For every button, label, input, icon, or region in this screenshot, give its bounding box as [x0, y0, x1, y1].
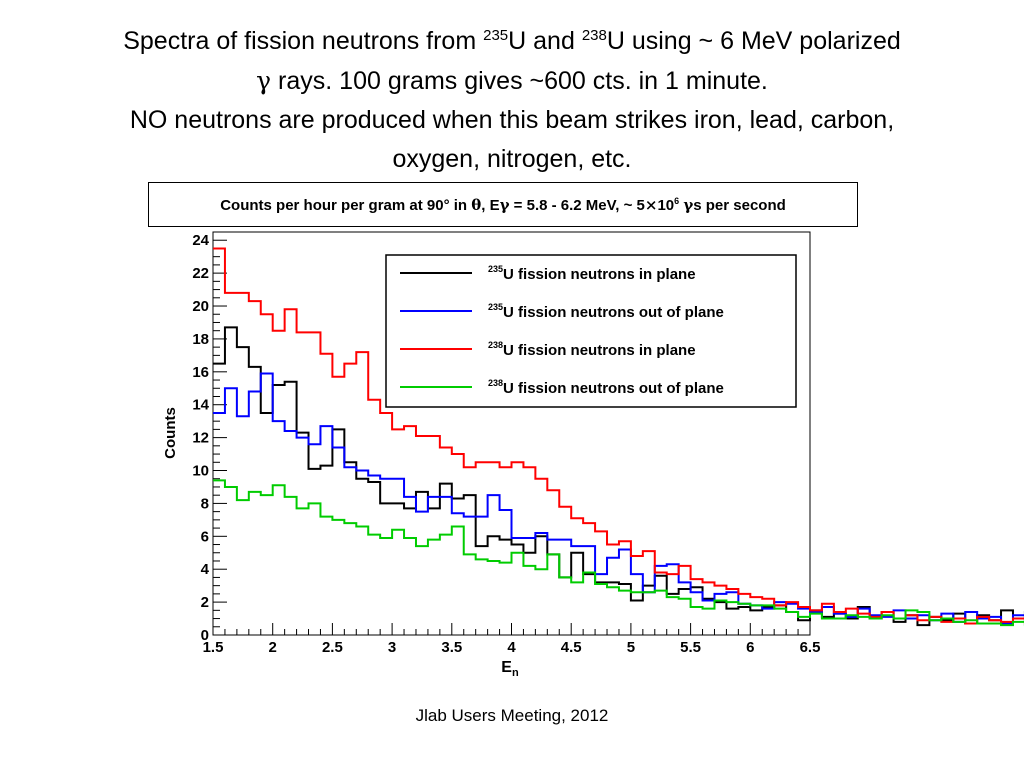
- gamma-symbol: γ: [683, 195, 694, 214]
- y-tick-label: 6: [201, 528, 209, 545]
- y-tick-label: 24: [192, 232, 209, 249]
- isotope-superscript: 235: [483, 27, 509, 44]
- x-tick-label: 6: [746, 639, 754, 656]
- title-line-4: oxygen, nitrogen, etc.: [392, 145, 632, 173]
- x-axis-label: En: [501, 659, 519, 679]
- title-line-3: NO neutrons are produced when this beam …: [129, 106, 895, 134]
- legend-series-name: U fission neutrons in plane: [503, 266, 696, 283]
- caption-part: , E: [481, 196, 500, 214]
- y-tick-label: 10: [192, 463, 209, 480]
- x-tick-label: 6.5: [800, 639, 821, 656]
- x-axis-label-subscript: n: [512, 667, 519, 679]
- title-text: U and: [508, 27, 582, 55]
- y-tick-label: 22: [192, 265, 209, 282]
- gamma-symbol: γ: [499, 195, 510, 214]
- legend-series-name: U fission neutrons out of plane: [503, 304, 724, 321]
- theta-symbol: θ: [471, 195, 482, 214]
- title-text: U using ~ 6 MeV polarized: [606, 27, 901, 55]
- caption-part: in: [449, 196, 472, 214]
- y-tick-label: 16: [192, 364, 209, 381]
- legend-series-name: U fission neutrons in plane: [503, 342, 696, 359]
- series-line-4: [213, 479, 1024, 627]
- times-symbol: ×: [644, 195, 658, 214]
- x-tick-label: 3: [388, 639, 396, 656]
- legend-isotope-superscript: 238: [488, 378, 503, 388]
- y-tick-label: 2: [201, 594, 209, 611]
- x-tick-label: 2: [269, 639, 277, 656]
- y-tick-label: 8: [201, 495, 209, 512]
- legend-label-2: 235U fission neutrons out of plane: [488, 302, 724, 321]
- legend-series-name: U fission neutrons out of plane: [503, 380, 724, 397]
- legend-label-3: 238U fission neutrons in plane: [488, 340, 696, 359]
- x-tick-label: 3.5: [441, 639, 462, 656]
- y-tick-label: 4: [201, 561, 210, 578]
- title-text: rays. 100 grams gives ~600 cts. in 1 min…: [271, 67, 768, 95]
- x-tick-label: 4.5: [561, 639, 582, 656]
- title-line-1: Spectra of fission neutrons from 235U an…: [40, 22, 984, 61]
- legend-label-4: 238U fission neutrons out of plane: [488, 378, 724, 397]
- caption-part: 10: [657, 196, 675, 214]
- caption-part: Counts per hour per gram at 90: [220, 196, 444, 214]
- caption-part: = 5.8 - 6.2 MeV, ~ 5: [509, 196, 645, 214]
- legend-label-1: 235U fission neutrons in plane: [488, 264, 696, 283]
- y-tick-label: 20: [192, 298, 209, 315]
- x-tick-label: 2.5: [322, 639, 343, 656]
- x-axis-label-main: E: [501, 659, 512, 676]
- x-tick-label: 4: [507, 639, 516, 656]
- slide-footer: Jlab Users Meeting, 2012: [415, 706, 609, 725]
- legend-box: [385, 254, 797, 408]
- title-line-2: γ rays. 100 grams gives ~600 cts. in 1 m…: [40, 61, 984, 101]
- caption-text: Counts per hour per gram at 90° in θ, Eγ…: [220, 196, 786, 214]
- isotope-superscript: 238: [581, 27, 607, 44]
- y-tick-label: 12: [192, 430, 209, 447]
- series-layer: [213, 247, 1024, 627]
- x-tick-label: 5: [627, 639, 635, 656]
- y-axis-label: Counts: [162, 407, 179, 459]
- degree-symbol: °: [443, 196, 450, 214]
- legend-isotope-superscript: 235: [488, 264, 503, 274]
- slide-title: Spectra of fission neutrons from 235U an…: [40, 22, 984, 179]
- chart-caption-box: Counts per hour per gram at 90° in θ, Eγ…: [148, 182, 858, 227]
- gamma-symbol: γ: [256, 66, 272, 95]
- tick-labels: 1.5 2 2.5 3 3.5 4 4.5 5 5.5 6 6.502468101214161820…: [192, 232, 820, 656]
- y-tick-label: 14: [192, 397, 209, 414]
- y-tick-label: 18: [192, 331, 209, 348]
- caption-part: s per second: [693, 196, 786, 214]
- x-tick-label: 5.5: [680, 639, 701, 656]
- legend-isotope-superscript: 238: [488, 340, 503, 350]
- exponent: 6: [674, 195, 680, 206]
- series-line-2: [213, 372, 1024, 625]
- title-text: Spectra of fission neutrons from: [123, 27, 484, 55]
- y-tick-label: 0: [201, 627, 209, 644]
- series-line-3: [213, 247, 1024, 625]
- legend-isotope-superscript: 235: [488, 302, 503, 312]
- x-tick-label: 1.5: [203, 639, 224, 656]
